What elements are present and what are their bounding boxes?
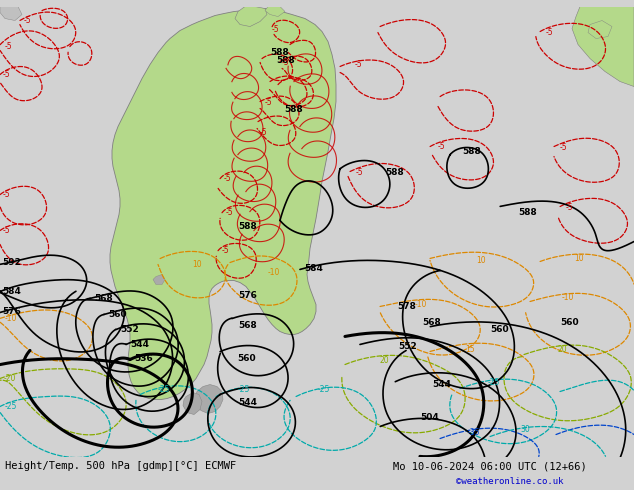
Text: -5: -5	[3, 225, 11, 235]
Text: 560: 560	[237, 353, 256, 363]
Polygon shape	[265, 6, 285, 17]
Text: -25: -25	[5, 401, 17, 411]
Text: 588: 588	[385, 168, 404, 176]
Text: 552: 552	[398, 342, 417, 350]
Text: -10: -10	[268, 268, 280, 276]
Text: -25: -25	[318, 385, 330, 393]
Text: 588: 588	[518, 208, 537, 217]
Text: -5: -5	[3, 190, 11, 198]
Text: 560: 560	[490, 324, 508, 334]
Text: 504: 504	[420, 413, 439, 421]
Text: -5: -5	[560, 143, 567, 151]
Text: 536: 536	[134, 353, 153, 363]
Text: 544: 544	[238, 397, 257, 407]
Text: -5: -5	[5, 42, 13, 50]
Text: 588: 588	[276, 55, 295, 65]
Polygon shape	[153, 274, 165, 285]
Polygon shape	[195, 385, 223, 414]
Text: ©weatheronline.co.uk: ©weatheronline.co.uk	[456, 477, 564, 486]
Text: 560: 560	[108, 310, 127, 318]
Polygon shape	[235, 6, 267, 26]
Text: 588: 588	[270, 48, 288, 56]
Text: -5: -5	[356, 168, 364, 176]
Text: -10: -10	[562, 293, 574, 301]
Text: -10: -10	[5, 314, 17, 322]
Text: 552: 552	[120, 324, 139, 334]
Text: 568: 568	[238, 320, 257, 329]
Polygon shape	[588, 21, 612, 39]
Text: 10: 10	[476, 255, 486, 265]
Polygon shape	[183, 392, 202, 415]
Text: 544: 544	[432, 380, 451, 389]
Text: 568: 568	[422, 318, 441, 326]
Text: -5: -5	[265, 98, 273, 106]
Polygon shape	[0, 6, 22, 21]
Text: -10: -10	[415, 299, 427, 309]
Text: 568: 568	[94, 294, 113, 302]
Text: -5: -5	[3, 70, 11, 78]
Text: 10: 10	[192, 260, 202, 269]
Text: -35: -35	[468, 427, 481, 437]
Text: -5: -5	[355, 59, 363, 69]
Text: -25: -25	[238, 385, 250, 393]
Text: -5: -5	[260, 127, 268, 137]
Text: 584: 584	[2, 287, 21, 295]
Text: -5: -5	[438, 142, 446, 150]
Text: 15: 15	[465, 344, 475, 353]
Text: -25: -25	[488, 377, 500, 387]
Text: -5: -5	[226, 208, 233, 217]
Text: 588: 588	[238, 221, 257, 230]
Text: 560: 560	[560, 318, 579, 326]
Text: -5: -5	[224, 173, 231, 183]
Text: 576: 576	[238, 291, 257, 299]
Text: -5: -5	[24, 16, 32, 24]
Text: 588: 588	[462, 147, 481, 155]
Text: -5: -5	[222, 245, 230, 254]
Text: -5: -5	[282, 57, 290, 67]
Text: -5: -5	[272, 24, 280, 33]
Text: 584: 584	[304, 264, 323, 272]
Text: 544: 544	[130, 340, 149, 348]
Text: 30: 30	[520, 424, 530, 434]
Text: 592: 592	[2, 258, 21, 267]
Polygon shape	[572, 6, 634, 87]
Text: 20: 20	[380, 356, 390, 365]
Text: 20: 20	[558, 344, 567, 353]
Text: Mo 10-06-2024 06:00 UTC (12+66): Mo 10-06-2024 06:00 UTC (12+66)	[393, 462, 587, 471]
Text: -5: -5	[546, 27, 553, 37]
Text: 10: 10	[574, 253, 584, 263]
Text: 576: 576	[2, 307, 21, 316]
Text: Height/Temp. 500 hPa [gdmp][°C] ECMWF: Height/Temp. 500 hPa [gdmp][°C] ECMWF	[5, 462, 236, 471]
Text: 578: 578	[397, 301, 416, 311]
Text: -25: -25	[158, 385, 171, 393]
Text: -5: -5	[566, 202, 574, 212]
Text: -20: -20	[4, 373, 16, 383]
Text: 588: 588	[284, 104, 303, 114]
Polygon shape	[110, 8, 336, 399]
